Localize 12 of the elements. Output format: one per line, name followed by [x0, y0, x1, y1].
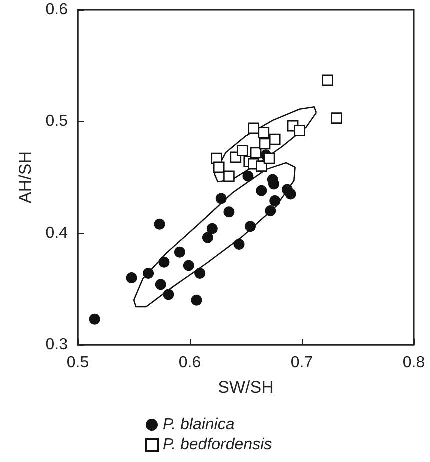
y-tick-label: 0.5 [46, 113, 68, 130]
x-axis-title: SW/SH [218, 378, 274, 397]
y-tick-label: 0.6 [46, 2, 68, 18]
legend-label: P. blainica [163, 416, 235, 434]
x-tick-label: 0.7 [290, 354, 314, 372]
y-tick-label: 0.3 [46, 336, 68, 354]
y-tick-label: 0.4 [46, 224, 68, 242]
legend-label: P. bedfordensis [163, 436, 272, 454]
y-axis-title: AH/SH [16, 152, 35, 204]
x-tick-label: 0.6 [178, 354, 202, 372]
x-tick-label: 0.8 [402, 354, 426, 372]
x-tick-label: 0.5 [66, 354, 90, 372]
